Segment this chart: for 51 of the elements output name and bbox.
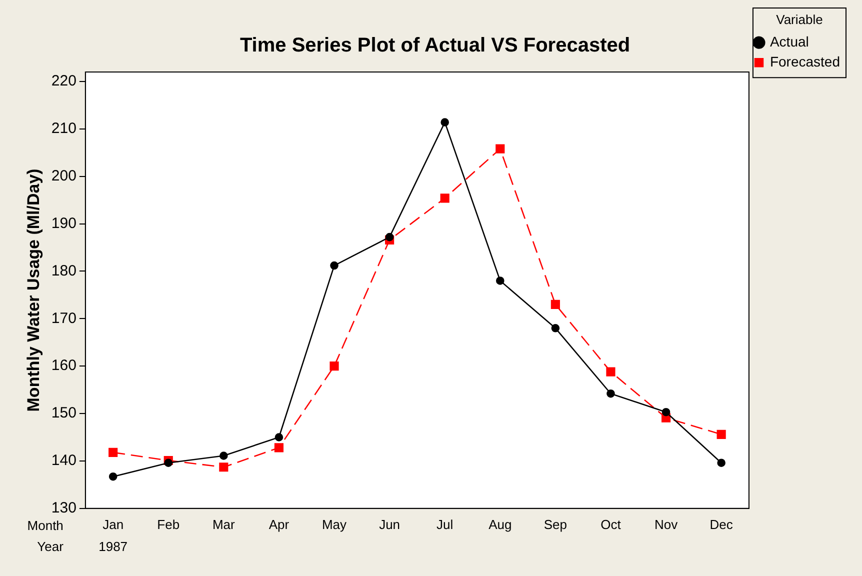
x-tick-label: Feb [157,516,180,532]
y-tick-label: 150 [51,404,76,422]
y-tick-label: 210 [51,120,76,138]
point [551,324,560,332]
y-tick-label: 190 [51,214,76,232]
x-tick-label: Apr [268,516,290,532]
y-axis-title: Monthly Water Usage (Ml/Day) [24,168,43,412]
y-tick-label: 220 [51,72,76,90]
point [606,367,616,376]
y-tick-label: 180 [51,262,76,280]
point [274,443,284,452]
x-tick-label: Sep [544,516,568,532]
y-tick-label: 200 [51,167,76,184]
x-tick-label: May [322,516,348,532]
point [219,462,228,472]
point [164,458,173,468]
point [550,300,560,309]
text: 1987 [98,538,128,554]
chart-title: Time Series Plot of Actual VS Forecasted [240,34,630,57]
text: Year [37,538,64,554]
point [108,448,118,457]
x-tick-label: Dec [710,516,734,532]
x-tick-label: Jan [102,516,124,532]
point [220,452,228,460]
point [496,144,505,154]
x-tick-label: Nov [654,516,678,532]
legend-label: Forecasted [770,53,840,70]
legend-title: Variable [776,12,823,28]
point [330,362,339,371]
x-tick-label: Jul [436,516,454,532]
x-tick-label: Mar [212,516,236,532]
x-tick-label: Jun [379,516,400,532]
point [440,118,449,126]
point [717,458,726,468]
x-tick-label: Aug [488,516,512,532]
point [385,232,394,242]
y-tick-label: 170 [51,310,76,327]
legend-label: Actual [770,33,809,50]
y-tick-label: 140 [51,452,76,470]
text: Month [27,518,64,533]
point [496,276,504,285]
point [716,430,726,439]
point [108,472,118,481]
point [440,194,450,203]
y-tick-label: 160 [51,357,76,374]
point [274,433,284,442]
point [606,389,615,398]
y-tick-label: 130 [51,500,76,517]
point [662,408,670,416]
x-tick-label: Oct [600,516,622,532]
point [330,261,338,270]
